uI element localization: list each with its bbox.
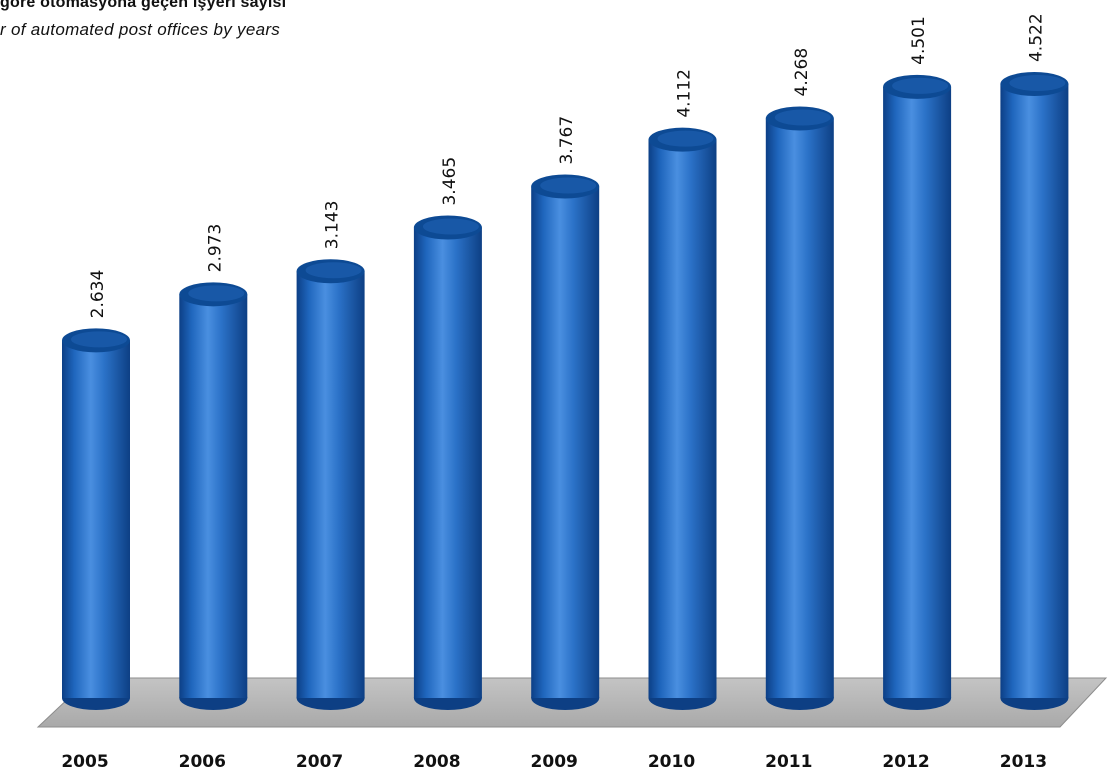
bar-2006 (179, 282, 248, 710)
x-tick-label-2009: 2009 (531, 752, 578, 772)
chart-subtitle: r of automated post offices by years (0, 20, 281, 39)
bar-body (1000, 84, 1069, 698)
x-tick-label-2008: 2008 (413, 752, 460, 772)
bar-body (296, 271, 365, 698)
bar-cap-highlight (540, 177, 597, 194)
data-label-2005: 2.634 (88, 270, 108, 319)
bar-cap-highlight (657, 130, 714, 147)
bar-2011 (765, 106, 834, 710)
x-tick-label-2005: 2005 (61, 752, 108, 772)
data-label-2008: 3.465 (440, 157, 460, 206)
bar-2005 (62, 328, 130, 710)
bar-body (765, 118, 834, 698)
data-label-2012: 4.501 (909, 16, 929, 65)
data-label-2011: 4.268 (792, 48, 812, 97)
chart-title: göre otomasyona geçen işyeri sayısı (0, 0, 287, 11)
bar-cap-highlight (188, 285, 245, 302)
bar-cap-highlight (71, 331, 127, 348)
x-tick-label-2010: 2010 (648, 752, 695, 772)
data-label-2013: 4.522 (1026, 13, 1046, 62)
bar-2009 (531, 174, 600, 710)
x-tick-label-2012: 2012 (882, 752, 929, 772)
data-label-2007: 3.143 (323, 201, 343, 250)
data-label-2010: 4.112 (675, 69, 695, 118)
bar-body (648, 139, 717, 699)
bar-body (62, 340, 130, 698)
x-tick-label-2006: 2006 (179, 752, 226, 772)
bar-2012 (883, 74, 952, 710)
bar-cap-highlight (892, 77, 949, 94)
x-tick-label-2011: 2011 (765, 752, 812, 772)
bar-body (883, 86, 952, 699)
bar-cap-highlight (305, 262, 362, 279)
data-label-2006: 2.973 (205, 224, 225, 273)
x-tick-label-2007: 2007 (296, 752, 343, 772)
bar-body (531, 186, 600, 698)
bar-body (413, 227, 482, 698)
bar-2010 (648, 127, 717, 710)
data-label-2009: 3.767 (557, 116, 577, 165)
x-tick-label-2013: 2013 (1000, 752, 1047, 772)
bar-2008 (413, 215, 482, 710)
bar-cap-highlight (774, 109, 831, 126)
bar-2007 (296, 259, 365, 710)
bar-body (179, 294, 248, 698)
bar-2013 (1000, 72, 1069, 710)
bar-cap-highlight (422, 218, 479, 235)
bar-cap-highlight (1009, 75, 1066, 91)
